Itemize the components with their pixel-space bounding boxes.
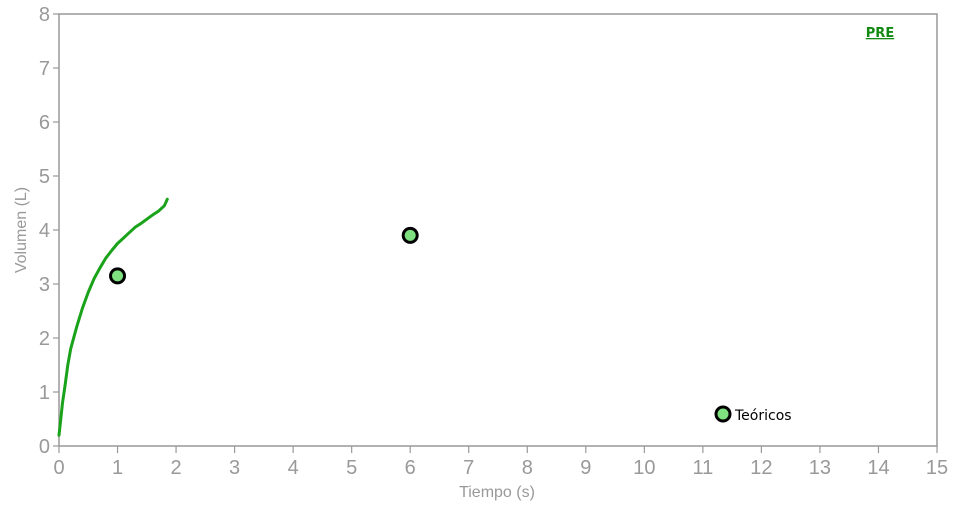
x-tick-label: 0 <box>53 457 64 479</box>
volume-curve-line <box>57 197 169 437</box>
x-tick-label: 4 <box>288 457 299 479</box>
y-tick-label: 6 <box>39 112 50 134</box>
x-tick-label: 6 <box>405 457 416 479</box>
y-axis-title: Volumen (L) <box>13 187 30 273</box>
y-tick-label: 8 <box>39 4 50 26</box>
x-tick-label: 14 <box>867 457 889 479</box>
y-tick-label: 5 <box>39 166 50 188</box>
x-tick-label: 8 <box>522 457 533 479</box>
x-tick-label: 7 <box>463 457 474 479</box>
plot-area <box>57 197 419 437</box>
y-tick-label: 4 <box>39 220 50 242</box>
legend-label: Teóricos <box>734 408 792 424</box>
plot-frame <box>58 13 938 447</box>
legend-marker <box>714 405 732 423</box>
x-tick-label: 13 <box>809 457 831 479</box>
x-tick-label: 2 <box>171 457 182 479</box>
y-tick-label: 1 <box>39 382 50 404</box>
x-axis-title: Tiempo (s) <box>459 484 535 501</box>
x-tick-label: 15 <box>926 457 948 479</box>
y-tick-label: 2 <box>39 328 50 350</box>
x-tick-label: 12 <box>750 457 772 479</box>
legend: Teóricos <box>714 405 792 424</box>
y-tick-label: 0 <box>39 436 50 458</box>
x-axis-ticks: 0 1 2 3 4 5 6 7 8 9 10 11 12 13 14 15 <box>53 446 948 479</box>
x-tick-label: 1 <box>112 457 123 479</box>
y-axis-ticks: 0 1 2 3 4 5 6 7 8 <box>39 4 59 458</box>
x-tick-label: 9 <box>580 457 591 479</box>
x-tick-label: 10 <box>633 457 655 479</box>
y-tick-label: 7 <box>39 58 50 80</box>
theoretical-point <box>109 267 127 285</box>
x-tick-label: 5 <box>346 457 357 479</box>
axes <box>58 13 938 447</box>
x-tick-label: 3 <box>229 457 240 479</box>
x-tick-label: 11 <box>692 457 713 479</box>
pre-link[interactable]: PRE <box>866 26 894 41</box>
theoretical-point <box>401 226 419 244</box>
y-tick-label: 3 <box>39 274 50 296</box>
